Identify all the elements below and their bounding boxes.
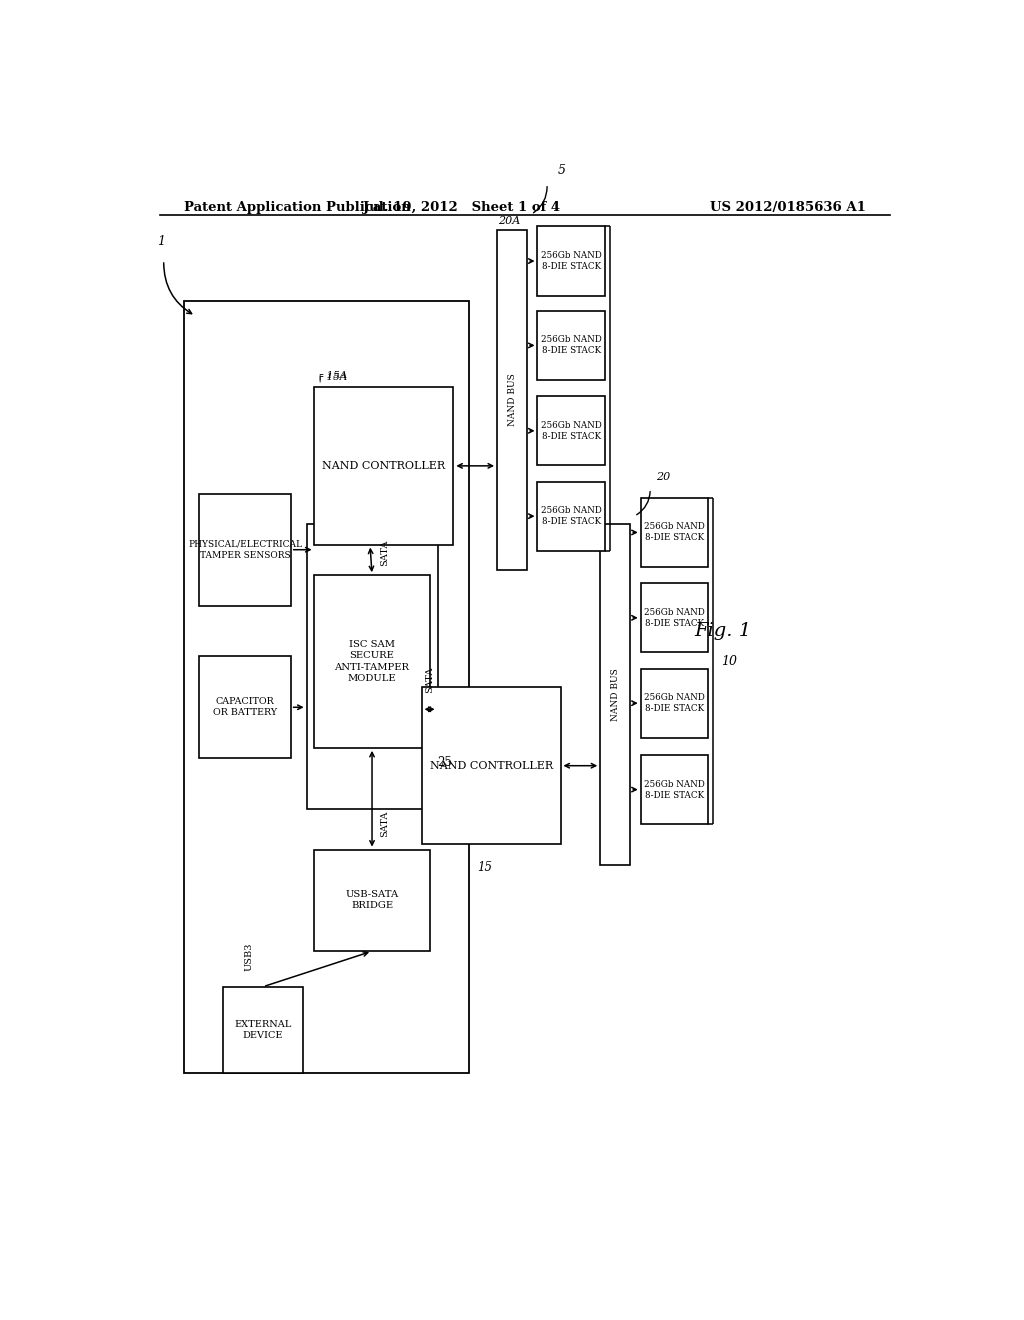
Text: 256Gb NAND
8-DIE STACK: 256Gb NAND 8-DIE STACK [644, 607, 705, 628]
Text: PHYSICAL/ELECTRICAL
TAMPER SENSORS: PHYSICAL/ELECTRICAL TAMPER SENSORS [188, 540, 302, 560]
Bar [641, 498, 709, 568]
Text: 20A: 20A [498, 216, 520, 227]
Text: 10: 10 [721, 655, 737, 668]
Text: Patent Application Publication: Patent Application Publication [183, 201, 411, 214]
Text: 256Gb NAND
8-DIE STACK: 256Gb NAND 8-DIE STACK [644, 523, 705, 543]
Text: 256Gb NAND
8-DIE STACK: 256Gb NAND 8-DIE STACK [541, 251, 602, 271]
Text: ┌ 15A: ┌ 15A [316, 371, 347, 380]
Bar [422, 686, 560, 845]
Text: US 2012/0185636 A1: US 2012/0185636 A1 [711, 201, 866, 214]
Bar [538, 227, 605, 296]
Text: 256Gb NAND
8-DIE STACK: 256Gb NAND 8-DIE STACK [541, 506, 602, 527]
Text: 1: 1 [158, 235, 165, 248]
Bar [200, 656, 291, 758]
Bar [600, 524, 631, 865]
Text: 15: 15 [477, 861, 493, 874]
Text: EXTERNAL
DEVICE: EXTERNAL DEVICE [234, 1020, 292, 1040]
Text: 20: 20 [656, 471, 671, 482]
Text: 256Gb NAND
8-DIE STACK: 256Gb NAND 8-DIE STACK [541, 421, 602, 441]
Text: SATA: SATA [380, 810, 389, 837]
Text: 256Gb NAND
8-DIE STACK: 256Gb NAND 8-DIE STACK [541, 335, 602, 355]
Bar [641, 669, 709, 738]
Text: Jul. 19, 2012   Sheet 1 of 4: Jul. 19, 2012 Sheet 1 of 4 [362, 201, 560, 214]
Text: NAND CONTROLLER: NAND CONTROLLER [429, 760, 553, 771]
Bar [538, 312, 605, 380]
Text: NAND CONTROLLER: NAND CONTROLLER [323, 461, 445, 471]
Text: USB-SATA
BRIDGE: USB-SATA BRIDGE [345, 890, 398, 911]
Bar [306, 524, 437, 809]
Text: ┌ 15A: ┌ 15A [316, 372, 347, 381]
Bar [200, 494, 291, 606]
Text: NAND BUS: NAND BUS [508, 374, 516, 426]
Text: NAND BUS: NAND BUS [610, 668, 620, 721]
Bar [183, 301, 469, 1073]
Bar [314, 576, 430, 748]
Text: 5: 5 [557, 164, 565, 177]
Bar [314, 387, 454, 545]
Bar [538, 396, 605, 466]
Text: ISC SAM
SECURE
ANTI-TAMPER
MODULE: ISC SAM SECURE ANTI-TAMPER MODULE [335, 640, 410, 682]
Bar [641, 755, 709, 824]
Text: Fig. 1: Fig. 1 [694, 622, 752, 640]
Bar [641, 583, 709, 652]
Text: USB3: USB3 [245, 942, 253, 970]
Text: 256Gb NAND
8-DIE STACK: 256Gb NAND 8-DIE STACK [644, 780, 705, 800]
Bar [314, 850, 430, 952]
Text: SATA: SATA [380, 540, 389, 566]
Text: CAPACITOR
OR BATTERY: CAPACITOR OR BATTERY [213, 697, 278, 717]
Text: 25: 25 [437, 756, 453, 770]
Bar [223, 987, 303, 1073]
Text: 256Gb NAND
8-DIE STACK: 256Gb NAND 8-DIE STACK [644, 693, 705, 713]
Text: SATA: SATA [425, 667, 434, 693]
Bar [497, 230, 527, 570]
Bar [538, 482, 605, 550]
